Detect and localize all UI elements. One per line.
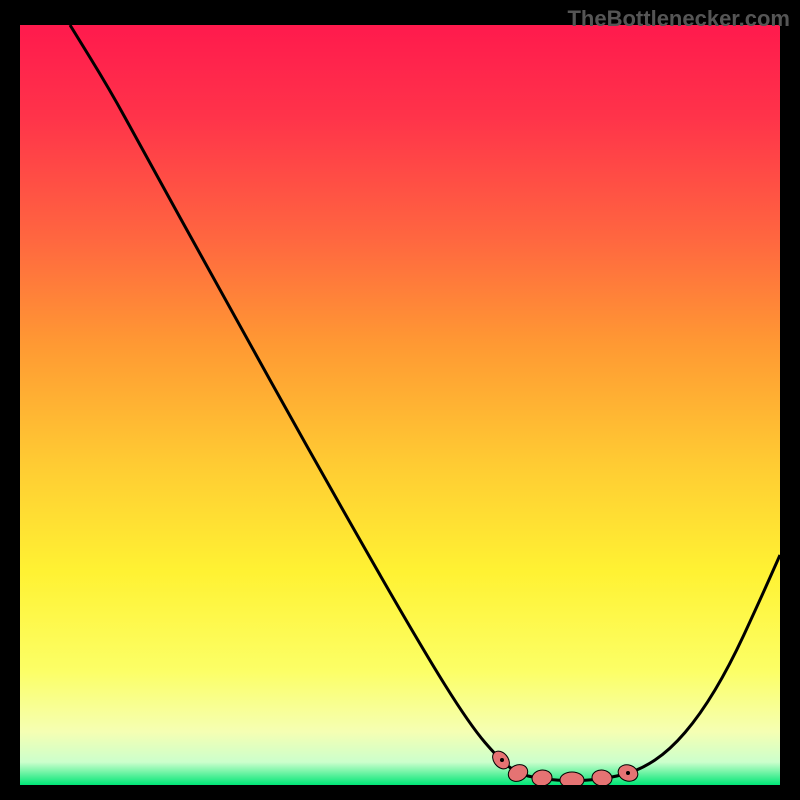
marker-group — [489, 748, 640, 785]
bottleneck-curve — [70, 25, 780, 781]
watermark: TheBottlenecker.com — [567, 6, 790, 32]
plot-area — [20, 25, 780, 785]
curve-overlay — [20, 25, 780, 785]
